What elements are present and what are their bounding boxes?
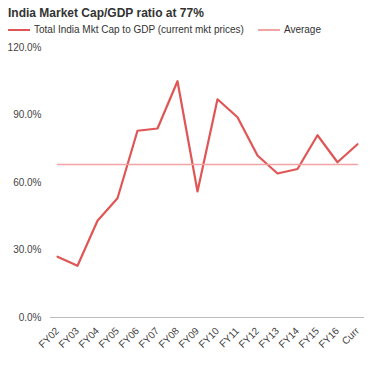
html-text:Total India Mkt Cap to GDP (cu: Total India Mkt Cap to GDP (current mkt … [34,24,244,35]
svg-text:90.0%: 90.0% [13,109,41,120]
svg-text:FY15: FY15 [296,325,321,350]
svg-text:FY10: FY10 [196,325,221,350]
svg-text:FY11: FY11 [217,325,241,349]
svg-text:FY08: FY08 [156,325,181,350]
svg-text:FY05: FY05 [96,325,121,350]
html-text:Average: Average [283,24,321,35]
svg-text:FY02: FY02 [36,325,61,350]
svg-text:60.0%: 60.0% [13,177,41,188]
svg-text:FY07: FY07 [136,325,161,350]
svg-text:FY12: FY12 [236,325,261,350]
svg-text:FY16: FY16 [316,325,341,350]
svg-text:0.0%: 0.0% [19,312,42,323]
svg-text:Curr: Curr [340,325,362,347]
svg-text:120.0%: 120.0% [8,42,42,53]
svg-text:FY03: FY03 [56,325,81,350]
svg-text:FY14: FY14 [276,325,301,350]
svg-text:30.0%: 30.0% [13,244,41,255]
svg-text:FY04: FY04 [76,325,101,350]
html-text:India Market Cap/GDP ratio at: India Market Cap/GDP ratio at 77% [8,6,204,20]
svg-text:FY13: FY13 [256,325,281,350]
svg-text:FY09: FY09 [176,325,201,350]
svg-text:FY06: FY06 [116,325,141,350]
